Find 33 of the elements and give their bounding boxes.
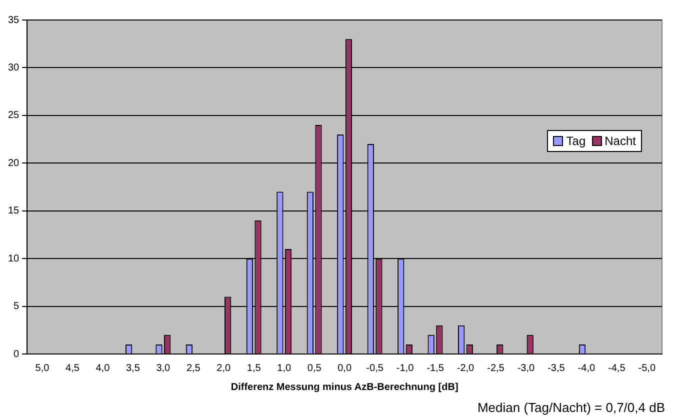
- x-tick-label: 5,0: [35, 362, 50, 374]
- x-tick-label: 0,0: [338, 362, 352, 374]
- x-tick-label: 2,0: [216, 362, 232, 374]
- y-tick-label: 30: [8, 62, 20, 74]
- x-tick-label: 3,0: [156, 362, 171, 374]
- x-tick-label: 3,5: [126, 362, 140, 374]
- y-tick-label: 0: [14, 348, 20, 360]
- x-tick-label: 1,0: [277, 362, 292, 374]
- legend-label: Tag: [566, 134, 586, 148]
- x-tick-label: -0,5: [366, 362, 384, 374]
- y-tick-label: 35: [8, 14, 20, 26]
- x-tick-label: -2,0: [456, 362, 475, 374]
- x-tick-label: -2,5: [487, 362, 505, 374]
- text: Median (Tag/Nacht) = 0,7/0,4 dB: [477, 400, 665, 415]
- x-tick-label: 4,0: [96, 362, 110, 374]
- y-tick-label: 25: [8, 110, 20, 122]
- x-tick-label: 4,5: [66, 362, 80, 374]
- x-tick-label: -1,5: [426, 362, 444, 374]
- y-tick-label: 20: [8, 158, 20, 169]
- x-tick-label: -4,0: [578, 362, 596, 374]
- x-tick-label: -3,5: [548, 362, 566, 374]
- x-tick-label: -4,5: [608, 362, 626, 374]
- legend-label: Nacht: [604, 134, 636, 148]
- x-tick-label: 1,5: [246, 362, 262, 374]
- x-tick-label: 0,5: [307, 362, 322, 374]
- y-tick-label: 5: [14, 301, 20, 312]
- x-tick-label: -1,0: [396, 362, 414, 374]
- x-tick-label: -5,0: [638, 362, 656, 374]
- x-tick-label: 2,5: [186, 362, 201, 374]
- y-tick-label: 10: [8, 253, 20, 264]
- x-tick-label: -3,0: [517, 362, 536, 374]
- x-axis-title: Differenz Messung minus AzB-Berechnung [dB]: [230, 382, 458, 393]
- y-tick-label: 15: [8, 206, 20, 217]
